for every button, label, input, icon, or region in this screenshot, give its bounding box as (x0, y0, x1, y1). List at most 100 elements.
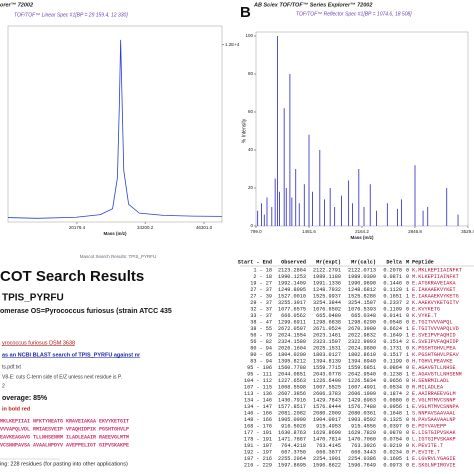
table-cell: 0.0534 (383, 384, 402, 390)
table-cell: 1007.4991 (348, 384, 376, 390)
y-tick-label: 20 (248, 185, 254, 190)
table-cell: 2323.1507 (313, 339, 341, 345)
table-cell: 1077.6575 (278, 306, 306, 312)
panel-label: B (240, 4, 251, 21)
table-cell: 148 - 166 (244, 417, 272, 423)
table-cell: 80 - 95 (250, 352, 272, 358)
table-cell: 168 - 176 (244, 423, 272, 429)
table-cell: E.AGAVGTLLNHSE (412, 365, 456, 371)
table-cell: 32 - 37 (250, 306, 272, 312)
table-cell: 2122.0713 (348, 267, 376, 273)
table-cell: 1597.8695 (278, 462, 306, 468)
table-cell: 1429.6963 (348, 397, 376, 403)
table-cell: 95 - 111 (247, 371, 272, 377)
table-cell: 1227.6563 (278, 378, 306, 384)
table-cell: 0.0397 (383, 423, 402, 429)
table-cell: 915.4556 (351, 423, 376, 429)
table-cell: 1 (406, 332, 409, 338)
y-tick-label: 40 (248, 147, 254, 152)
sequence-line: VVVAPQLVDL RMIAESVEIP VFAQHIDPIK PGSHTGH… (0, 426, 129, 432)
table-cell: 146 - 166 (244, 410, 272, 416)
table-cell: 0.1109 (383, 306, 402, 312)
table-cell: 1 (406, 410, 409, 416)
table-cell: 1298.6838 (313, 319, 341, 325)
missed-cleavages: 2 (2, 383, 5, 389)
table-cell: N.PAVSAAVAALNP (412, 417, 456, 423)
table-cell: E.SVEIPVFAQHID (412, 332, 456, 338)
table-cell: 1249.8005 (278, 287, 306, 293)
y-tick-label: 100 (245, 33, 253, 38)
table-cell: 113 - 136 (244, 391, 272, 397)
table-cell: E.IAKAAEKVYKETG (412, 293, 459, 299)
table-cell: 0.0871 (383, 274, 402, 280)
table-cell: 27 - 39 (250, 293, 272, 299)
table-cell: 0.1649 (383, 332, 402, 338)
table-cell: 1560.7788 (278, 365, 306, 371)
x-tick-label: 2846.8 (408, 229, 422, 234)
table-cell: 1470.7814 (313, 436, 341, 442)
table-cell: 2122.2791 (313, 267, 341, 273)
table-cell: 916.5026 (281, 423, 306, 429)
table-cell: 197 - 216 (244, 456, 272, 462)
x-tick-label: 3529.4 (461, 229, 474, 234)
organism-link[interactable]: yrococcus furiosus DSM 3638 (2, 340, 75, 346)
y-tick-label: 80 (248, 71, 254, 76)
table-cell: 2044.0851 (278, 371, 306, 377)
blast-link[interactable]: as an NCBI BLAST search of TPIS_PYRFU ag… (2, 352, 141, 358)
table-cell: 0 (406, 462, 409, 468)
table-cell: E.PDYVAVEPP (412, 423, 446, 429)
table-cell: 1991.1336 (313, 280, 341, 286)
table-cell: 763.4145 (316, 443, 341, 449)
table-cell: 2671.0524 (313, 326, 341, 332)
table-cell: 666.3443 (351, 449, 376, 455)
table-cell: 1 (406, 352, 409, 358)
protein-description: omerase OS=Pyrococcus furiosus (strain A… (0, 308, 172, 315)
table-cell: 0.1648 (383, 410, 402, 416)
table-cell: 83 - 94 (250, 358, 272, 364)
table-cell: 0.1517 (383, 352, 402, 358)
x-tick-label: 34200.2 (137, 225, 154, 230)
spectrum-line (7, 39, 223, 219)
table-cell: 1525.9937 (313, 293, 341, 299)
table-cell: 666.3677 (316, 449, 341, 455)
x-tick-label: 1481.6 (302, 229, 316, 234)
table-cell: 1576.8444 (313, 404, 341, 410)
table-cell: 0.0956 (383, 404, 402, 410)
table-cell: 0 (406, 365, 409, 371)
table-cell: 0.1874 (383, 391, 402, 397)
table-cell: 0.0754 (383, 436, 402, 442)
x-tick-label: 799.0 (250, 229, 262, 234)
table-cell: 0.0973 (383, 462, 402, 468)
table-cell: E.ATGKRAVEIAKA (412, 280, 456, 286)
table-header: Observed (281, 259, 306, 265)
table-cell: 1596.8622 (313, 462, 341, 468)
table-cell: 191 - 197 (244, 443, 272, 449)
table-cell: 2670.3900 (348, 326, 376, 332)
table-cell: 0.1731 (383, 345, 402, 351)
table-cell: 56 - 79 (250, 332, 272, 338)
table-cell: 80 - 94 (250, 345, 272, 351)
table-cell: 1394.8139 (313, 358, 341, 364)
table-cell: 1248.7932 (313, 287, 341, 293)
table-cell: 0.0234 (383, 449, 402, 455)
table-cell: 2255.2064 (278, 456, 306, 462)
table-cell: 3254.1507 (348, 300, 376, 306)
table-cell: 1577.8517 (278, 404, 306, 410)
table-cell: 0 (406, 417, 409, 423)
table-cell: 667.3750 (281, 449, 306, 455)
table-cell: 2 - 18 (253, 274, 272, 280)
table-cell: 1471.7887 (278, 436, 306, 442)
breadcrumb: Mascot Search Results: TPIS_PYRFU (80, 254, 156, 259)
table-cell: 0.1605 (383, 456, 402, 462)
table-cell: 0 (406, 267, 409, 273)
table-cell: E.IAKAAEKVYKET (412, 287, 456, 293)
y-tick-label: 0 (250, 223, 253, 228)
table-cell: 1903.9592 (348, 417, 376, 423)
table-cell: P.EVITE.T (412, 449, 440, 455)
table-cell: 1804.0200 (278, 352, 306, 358)
table-cell: E.LIGTGIPVSKAK (412, 430, 456, 436)
table-cell: 2 (406, 300, 409, 306)
table-cell: 2254.1991 (313, 456, 341, 462)
table-cell: 915.4953 (316, 423, 341, 429)
